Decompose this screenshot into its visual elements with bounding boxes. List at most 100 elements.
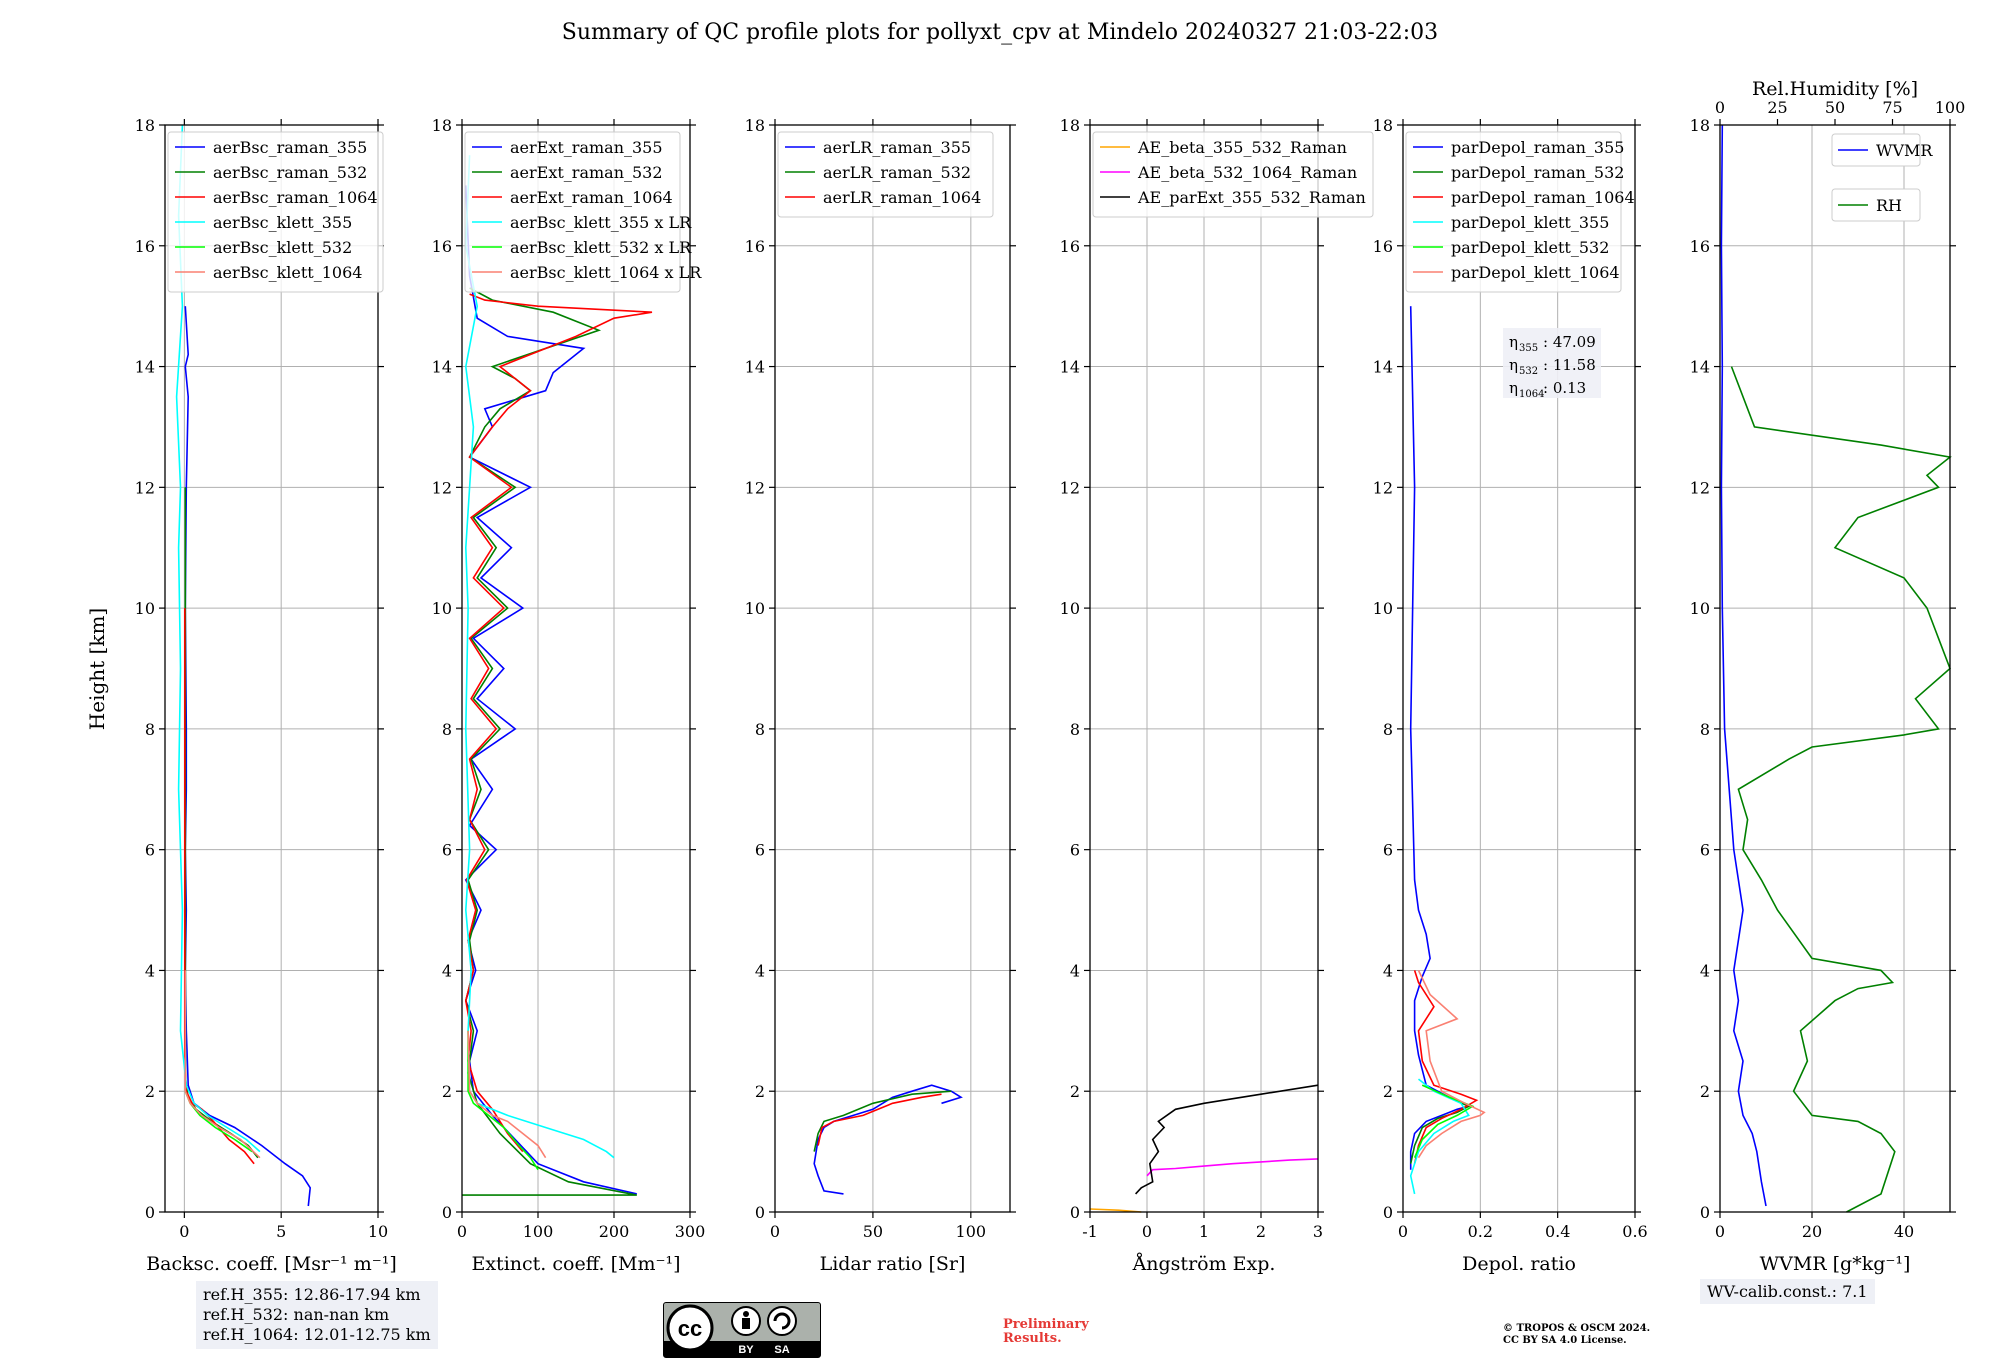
x-tick-label: 0	[457, 1222, 467, 1241]
y-tick-label: 2	[1383, 1082, 1393, 1101]
series-line	[1409, 1078, 1470, 1195]
ref-height-355: ref.H_355: 12.86-17.94 km	[203, 1285, 421, 1304]
eta-symbol: η	[1509, 379, 1518, 397]
y-tick-label: 16	[1373, 237, 1393, 256]
legend-label: WVMR	[1876, 141, 1933, 160]
y-tick-label: 8	[1070, 720, 1080, 739]
y-tick-label: 8	[145, 720, 155, 739]
legend-box	[464, 131, 681, 293]
y-tick-label: 16	[432, 237, 452, 256]
y-tick-label: 14	[745, 358, 765, 377]
legend-label: aerLR_raman_355	[823, 138, 971, 157]
y-tick-label: 16	[1690, 237, 1710, 256]
eta-value: : 47.09	[1543, 333, 1596, 351]
x-tick-label: 40	[1894, 1222, 1914, 1241]
legend-label: aerBsc_raman_1064	[213, 188, 378, 207]
y-tick-label: 18	[432, 116, 452, 135]
legend-label: AE_parExt_355_532_Raman	[1137, 188, 1366, 207]
eta-symbol: η	[1509, 333, 1518, 351]
x-tick-label: 0	[1142, 1222, 1152, 1241]
y-tick-label: 14	[135, 358, 155, 377]
x2-tick-label: 50	[1825, 98, 1845, 117]
copyright-line-2: CC BY SA 4.0 License.	[1503, 1335, 1627, 1346]
series-line	[1413, 1084, 1475, 1159]
y-tick-label: 6	[442, 841, 452, 860]
x-tick-label: 50	[863, 1222, 883, 1241]
y-tick-label: 2	[1700, 1082, 1710, 1101]
preliminary-line-1: Preliminary	[1003, 1317, 1089, 1332]
legend-label: parDepol_klett_1064	[1451, 263, 1620, 282]
series-line	[817, 1093, 942, 1146]
y-tick-label: 6	[145, 841, 155, 860]
legend-box	[167, 131, 384, 293]
legend-box	[1831, 188, 1921, 222]
y-tick-label: 6	[1700, 841, 1710, 860]
series-line	[184, 970, 261, 1159]
x-tick-label: 300	[675, 1222, 706, 1241]
x-tick-label: 0	[770, 1222, 780, 1241]
y-tick-label: 0	[145, 1203, 155, 1222]
legend-box	[1831, 133, 1921, 167]
y-tick-label: 2	[442, 1082, 452, 1101]
series-line	[175, 124, 261, 1153]
y-tick-label: 14	[1373, 358, 1393, 377]
x2-tick-label: 75	[1882, 98, 1902, 117]
series-line	[1417, 970, 1486, 1159]
x-axis-label: Depol. ratio	[1462, 1253, 1576, 1275]
copyright-line-1: © TROPOS & OSCM 2024.	[1503, 1323, 1651, 1334]
x-tick-label: 3	[1313, 1222, 1323, 1241]
legend-label: aerExt_raman_1064	[510, 188, 673, 207]
series-line	[467, 1030, 547, 1159]
x-tick-label: 0.4	[1545, 1222, 1570, 1241]
series-line	[1409, 1084, 1471, 1164]
y-tick-label: 8	[1700, 720, 1710, 739]
eta-subscript: 1064	[1519, 389, 1544, 400]
ref-height-1064: ref.H_1064: 12.01-12.75 km	[203, 1325, 431, 1344]
copyright-note: © TROPOS & OSCM 2024. CC BY SA 4.0 Licen…	[1503, 1323, 1650, 1347]
x2-tick-label: 0	[1715, 98, 1725, 117]
y-tick-label: 4	[145, 961, 155, 980]
y-tick-label: 16	[745, 237, 765, 256]
y-tick-label: 2	[1070, 1082, 1080, 1101]
panel-wv: 0 20 40 0 2 4 6 8 10 12 14 16 18 0 25 50 75 100 Rel.Humidi…	[1690, 78, 1966, 1275]
y-tick-label: 0	[1383, 1203, 1393, 1222]
legend-box	[1405, 131, 1622, 293]
panel-ext: 0 100 200 300 0 2 4 6 8 10 12 14 16 18 Extinct. coeff.…	[432, 116, 706, 1275]
y-tick-label: 14	[432, 358, 452, 377]
legend-label: AE_beta_532_1064_Raman	[1137, 163, 1357, 182]
series-line	[1409, 306, 1472, 1170]
y-tick-label: 8	[442, 720, 452, 739]
y-tick-label: 12	[432, 478, 452, 497]
y-tick-label: 8	[755, 720, 765, 739]
x-tick-label: 100	[956, 1222, 987, 1241]
series-line	[1413, 970, 1479, 1164]
x-tick-label: 0	[1715, 1222, 1725, 1241]
x-tick-label: 100	[523, 1222, 554, 1241]
x-tick-label: 0	[1398, 1222, 1408, 1241]
series-line	[464, 155, 615, 1159]
y-tick-label: 4	[1383, 961, 1393, 980]
cc-badge-icon: cc BY SA	[664, 1304, 820, 1357]
y-tick-label: 6	[1070, 841, 1080, 860]
legend-label: aerBsc_klett_355 x LR	[510, 213, 692, 232]
legend-label: parDepol_raman_1064	[1451, 188, 1635, 207]
legend-label: aerExt_raman_532	[510, 163, 663, 182]
ref-height-532: ref.H_532: nan-nan km	[203, 1305, 390, 1324]
y-tick-label: 4	[442, 961, 452, 980]
x-tick-label: 10	[368, 1222, 388, 1241]
y-tick-label: 2	[145, 1082, 155, 1101]
axes-frame	[774, 124, 1011, 1213]
y-tick-label: 0	[755, 1203, 765, 1222]
legend-label: aerBsc_klett_532 x LR	[510, 238, 692, 257]
y-tick-label: 8	[1383, 720, 1393, 739]
eta-symbol: η	[1509, 356, 1518, 374]
y-tick-label: 6	[755, 841, 765, 860]
series-line	[462, 287, 637, 1196]
series-line	[1135, 1084, 1319, 1195]
y-tick-label: 0	[1070, 1203, 1080, 1222]
eta-box	[1503, 328, 1601, 398]
eta-value: : 11.58	[1543, 356, 1596, 374]
x-tick-label: 20	[1802, 1222, 1822, 1241]
y-tick-label: 0	[1700, 1203, 1710, 1222]
